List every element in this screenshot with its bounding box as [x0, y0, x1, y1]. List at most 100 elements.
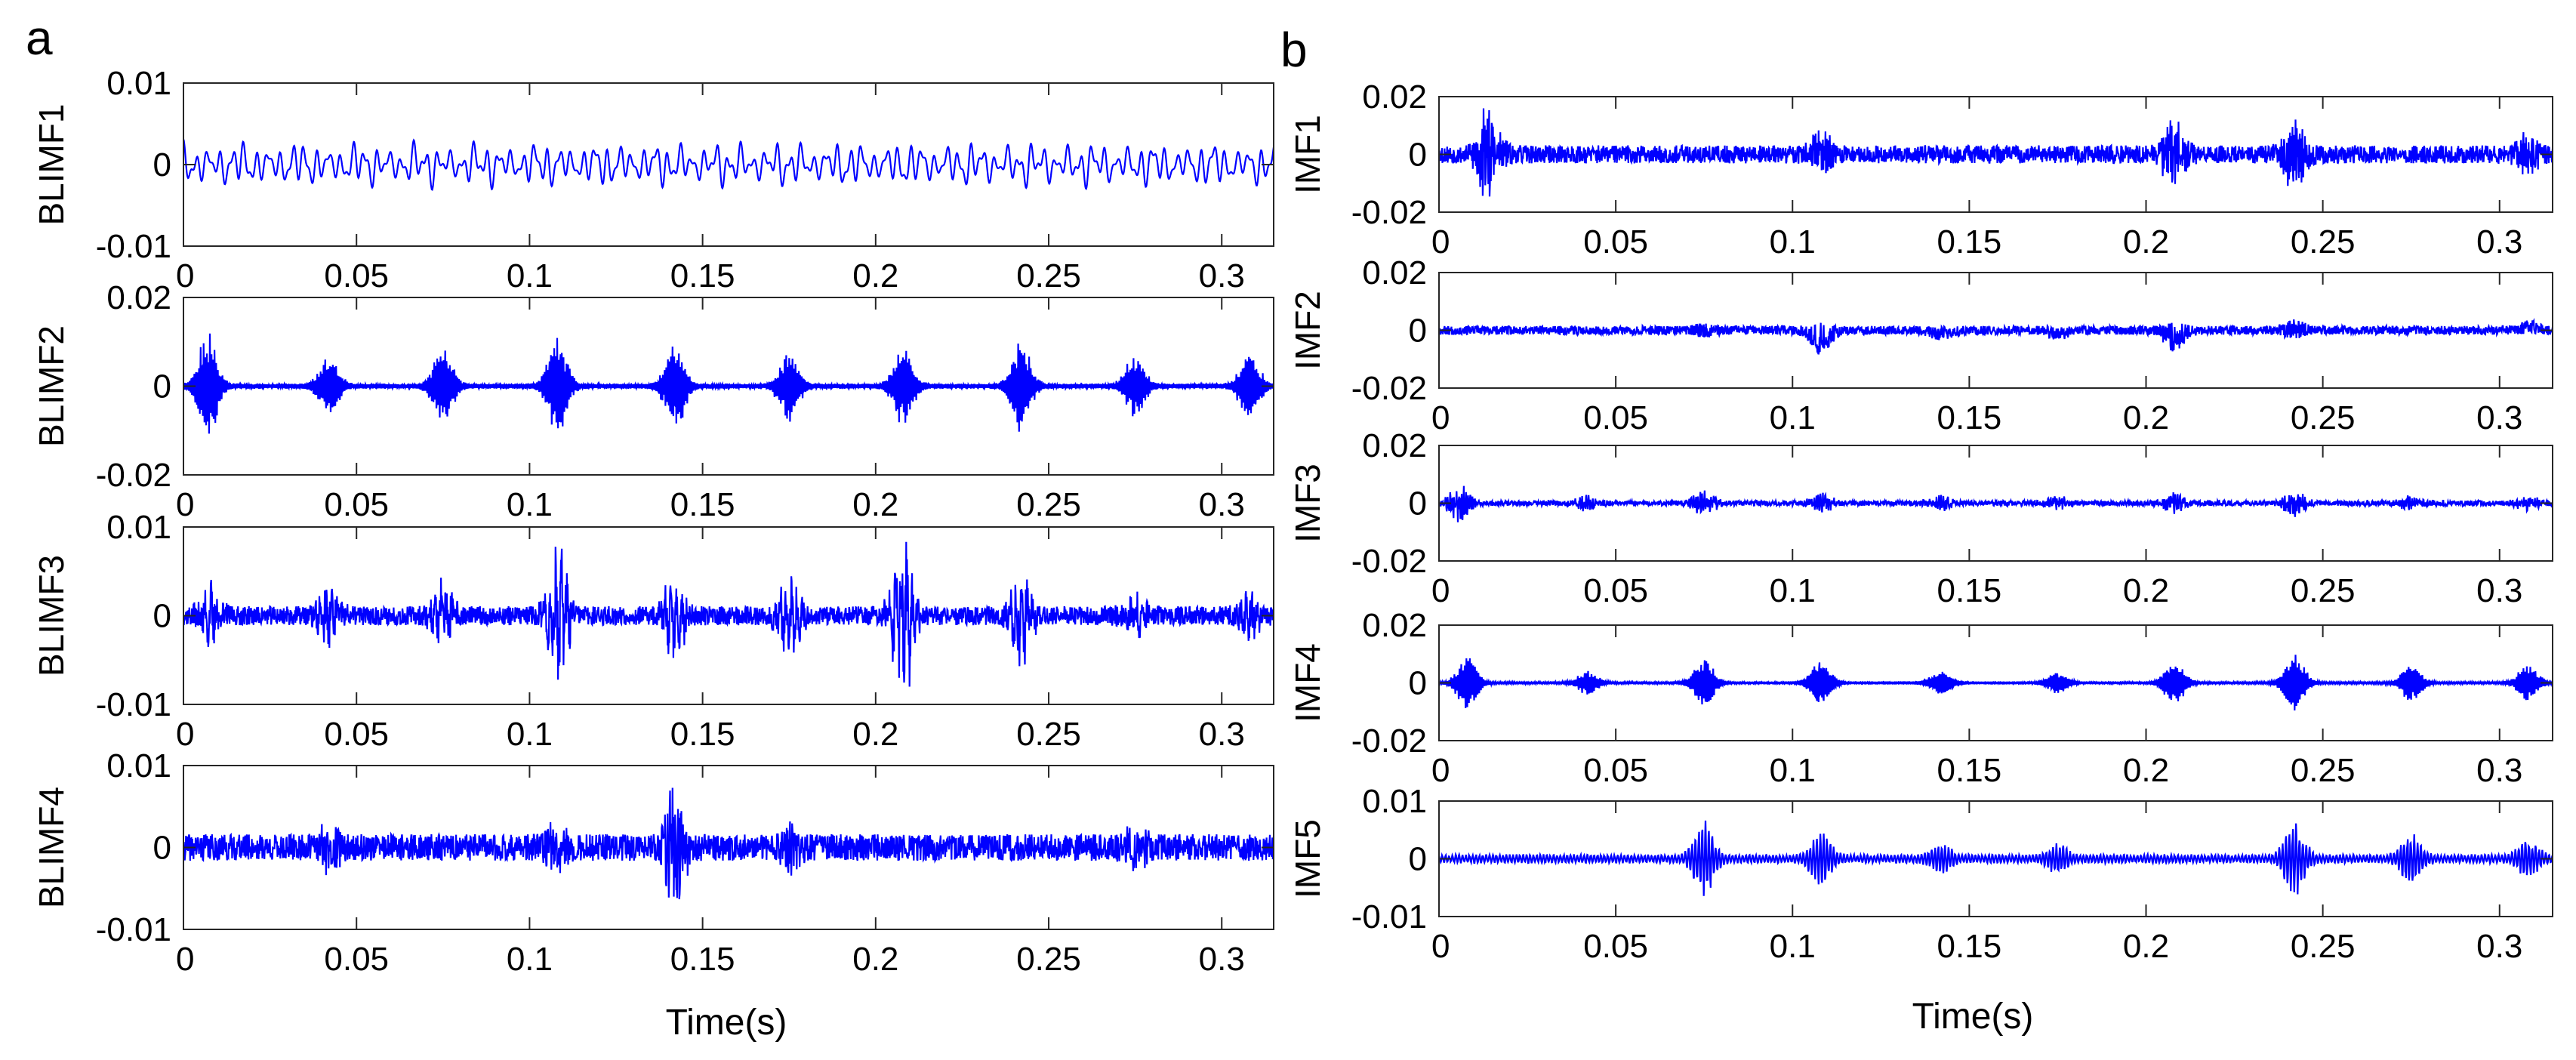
x-tick-label: 0.2 — [2123, 928, 2169, 965]
x-tick-label: 0.3 — [1199, 941, 1245, 978]
x-tick-label: 0.15 — [670, 941, 735, 978]
y-tick-label: 0 — [1409, 841, 1427, 878]
y-tick-label: -0.02 — [1351, 723, 1427, 760]
y-axis-label: BLIMF3 — [32, 555, 71, 676]
panel-a-label: a — [26, 11, 53, 65]
x-tick-label: 0.15 — [1937, 399, 2002, 436]
x-tick-label: 0.3 — [2476, 572, 2522, 609]
x-tick-label: 0.3 — [1199, 486, 1245, 523]
y-tick-label: 0 — [1409, 313, 1427, 350]
y-tick-label: 0 — [1409, 665, 1427, 702]
x-tick-label: 0.05 — [1583, 752, 1648, 789]
x-tick-label: 0.25 — [2291, 399, 2356, 436]
y-tick-label: 0.01 — [106, 509, 171, 546]
x-tick-label: 0.05 — [1583, 572, 1648, 609]
x-tick-label: 0.25 — [2291, 572, 2356, 609]
y-tick-label: 0.02 — [1362, 607, 1427, 644]
y-tick-label: 0.02 — [1362, 254, 1427, 291]
x-tick-label: 0.25 — [1016, 486, 1081, 523]
y-axis-label: IMF2 — [1288, 291, 1327, 370]
x-tick-label: 0 — [176, 486, 194, 523]
y-axis-label: IMF5 — [1288, 819, 1327, 898]
y-tick-label: -0.01 — [96, 228, 171, 265]
x-tick-label: 0.25 — [1016, 941, 1081, 978]
x-tick-label: 0.15 — [1937, 223, 2002, 260]
x-tick-label: 0.1 — [1770, 752, 1816, 789]
x-tick-label: 0.3 — [2476, 223, 2522, 260]
y-tick-label: -0.02 — [1351, 194, 1427, 231]
x-tick-label: 0.1 — [507, 257, 553, 294]
signal-line-imf1 — [1439, 108, 2553, 197]
x-tick-label: 0.2 — [852, 941, 898, 978]
x-tick-label: 0.1 — [507, 486, 553, 523]
y-tick-label: 0.02 — [1362, 79, 1427, 116]
x-tick-label: 0.05 — [1583, 223, 1648, 260]
y-tick-label: -0.01 — [96, 686, 171, 723]
signal-line-imf3 — [1439, 485, 2553, 522]
x-tick-label: 0.25 — [1016, 716, 1081, 753]
y-tick-label: -0.02 — [1351, 370, 1427, 407]
x-tick-label: 0.2 — [2123, 752, 2169, 789]
y-axis-label: IMF1 — [1288, 115, 1327, 194]
x-tick-label: 0 — [1431, 928, 1450, 965]
x-tick-label: 0 — [1431, 223, 1450, 260]
y-tick-label: 0 — [1409, 137, 1427, 174]
x-tick-label: 0.15 — [1937, 928, 2002, 965]
x-tick-label: 0.2 — [852, 257, 898, 294]
panel-b-label: b — [1280, 23, 1308, 77]
y-tick-label: 0.01 — [106, 65, 171, 102]
x-tick-label: 0 — [1431, 399, 1450, 436]
x-tick-label: 0.2 — [852, 716, 898, 753]
signal-line-blimf3 — [183, 541, 1274, 687]
x-tick-label: 0.05 — [324, 486, 389, 523]
x-tick-label: 0.2 — [2123, 223, 2169, 260]
x-tick-label: 0.1 — [1770, 928, 1816, 965]
y-tick-label: 0.02 — [106, 279, 171, 316]
x-tick-label: 0 — [1431, 572, 1450, 609]
x-tick-label: 0.1 — [1770, 399, 1816, 436]
y-tick-label: 0 — [153, 598, 171, 635]
x-tick-label: 0.25 — [1016, 257, 1081, 294]
x-tick-label: 0.15 — [670, 257, 735, 294]
y-tick-label: 0.01 — [1362, 783, 1427, 820]
y-axis-label: IMF4 — [1288, 643, 1327, 723]
y-tick-label: -0.02 — [96, 457, 171, 494]
y-axis-label: BLIMF1 — [32, 103, 71, 225]
x-tick-label: 0.25 — [2291, 752, 2356, 789]
x-tick-label: 0.3 — [2476, 928, 2522, 965]
y-tick-label: 0 — [153, 830, 171, 867]
y-tick-label: 0 — [153, 146, 171, 183]
x-tick-label: 0.05 — [1583, 399, 1648, 436]
signal-line-imf4 — [1439, 655, 2553, 711]
y-tick-label: 0 — [1409, 485, 1427, 522]
y-tick-label: 0 — [153, 368, 171, 405]
y-axis-label: BLIMF4 — [32, 787, 71, 908]
x-tick-label: 0 — [176, 941, 194, 978]
x-tick-label: 0.1 — [1770, 223, 1816, 260]
y-tick-label: -0.01 — [1351, 898, 1427, 935]
signal-line-blimf1 — [183, 138, 1274, 191]
signal-line-blimf4 — [183, 787, 1274, 900]
y-tick-label: -0.01 — [96, 911, 171, 948]
x-tick-label: 0.15 — [1937, 752, 2002, 789]
x-tick-label: 0.05 — [324, 716, 389, 753]
x-tick-label: 0.05 — [324, 257, 389, 294]
x-tick-label: 0.2 — [852, 486, 898, 523]
y-tick-label: 0.01 — [106, 747, 171, 784]
signal-line-imf2 — [1439, 317, 2553, 355]
x-tick-label: 0.3 — [2476, 752, 2522, 789]
x-tick-label: 0.1 — [507, 941, 553, 978]
x-tick-label: 0.05 — [324, 941, 389, 978]
